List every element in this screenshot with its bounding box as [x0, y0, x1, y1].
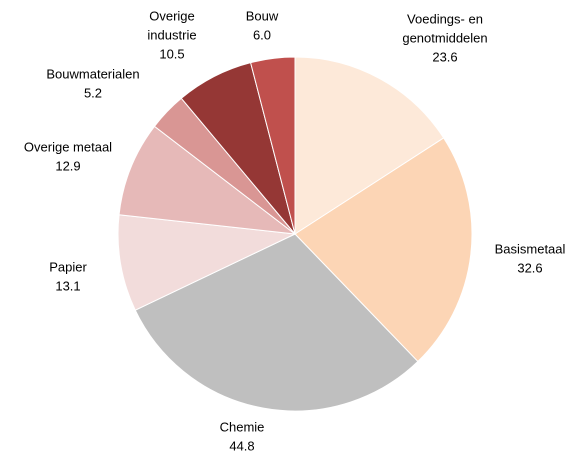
pie-slice: [117, 214, 297, 311]
slice-label: Papier: [49, 259, 87, 274]
value-label: 5.2: [84, 85, 102, 100]
pie-slice: [118, 125, 297, 235]
value-label: 6.0: [253, 27, 271, 42]
pie-slice: [294, 56, 445, 235]
pie-slice: [134, 233, 419, 412]
pie-slice: [249, 56, 296, 235]
value-label: 12.9: [55, 158, 80, 173]
slice-label: Overige metaal: [24, 139, 112, 154]
slice-label: Chemie: [220, 419, 265, 434]
value-label: 23.6: [432, 49, 457, 64]
value-label: 10.5: [159, 46, 184, 61]
slice-label: Voedings- en: [407, 11, 483, 26]
pie-slice: [294, 137, 473, 363]
slice-label: Bouw: [246, 8, 279, 23]
slice-label: industrie: [147, 27, 196, 42]
value-label: 44.8: [229, 438, 254, 453]
value-label: 32.6: [517, 260, 542, 275]
slice-label: Overige: [149, 8, 195, 23]
value-label: 13.1: [55, 278, 80, 293]
slice-label: Bouwmaterialen: [46, 66, 139, 81]
slice-label: Basismetaal: [495, 241, 566, 256]
slice-label: genotmiddelen: [402, 30, 487, 45]
